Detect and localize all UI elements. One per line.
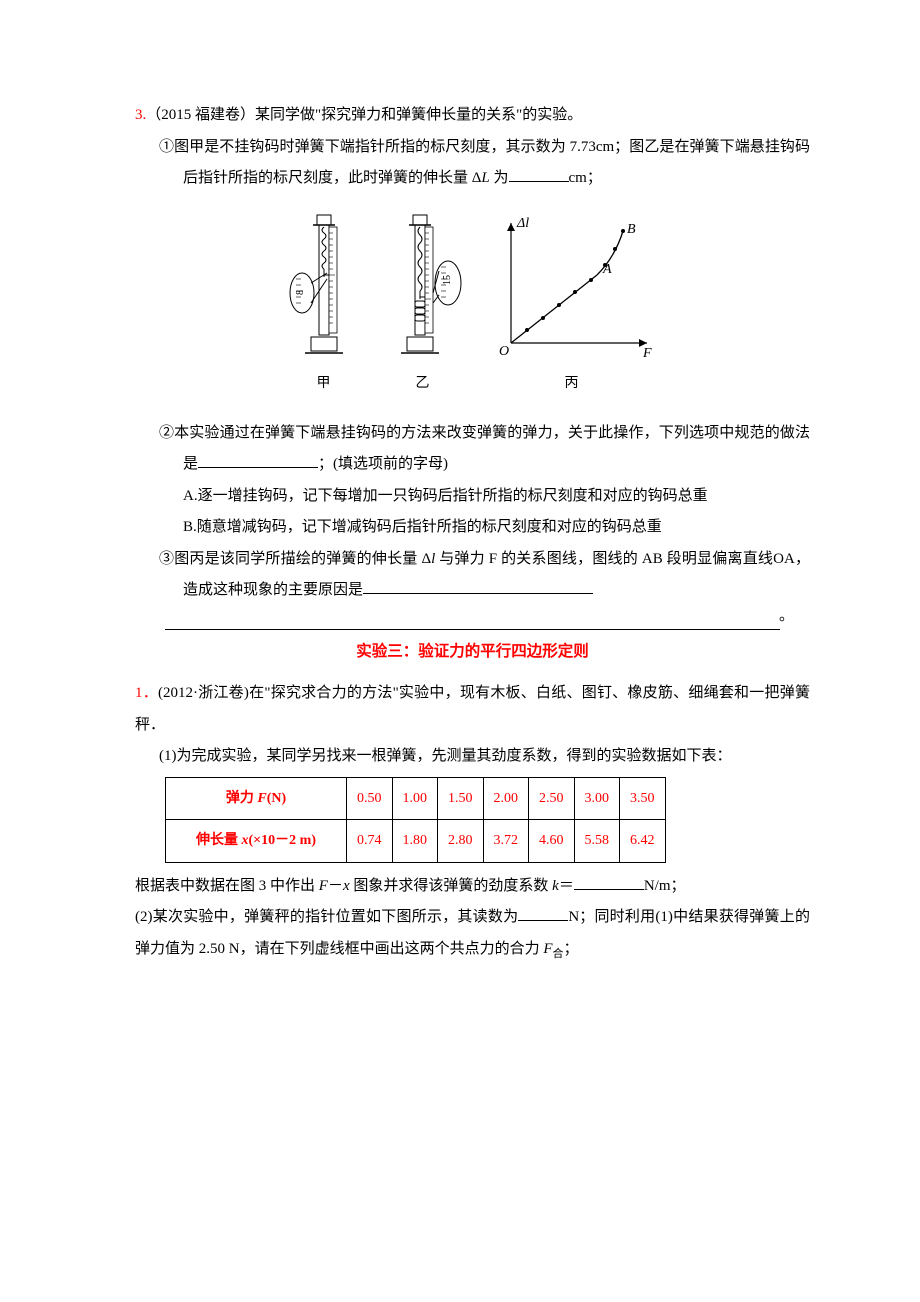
th1-f: F [257, 791, 266, 806]
q3-part3: ③图丙是该同学所描绘的弹簧的伸长量 Δl 与弹力 F 的关系图线，图线的 AB … [135, 544, 810, 607]
q3-part1-delta: L [481, 170, 489, 186]
graph-point-a: A [602, 262, 612, 277]
q1-at-e: 图象并求得该弹簧的劲度系数 [350, 878, 553, 894]
q3-part1-tail: 为 [490, 170, 509, 186]
fig-a-label: 甲 [317, 369, 331, 398]
graph-y-label: Δl [516, 216, 529, 231]
table-cell: 2.00 [483, 777, 529, 819]
q1-at-c: － [328, 878, 343, 894]
th2-x: x [242, 833, 249, 848]
table-row: 伸长量 x(×10－2 m) 0.74 1.80 2.80 3.72 4.60 … [166, 820, 666, 862]
q1-after-table: 根据表中数据在图 3 中作出 F－x 图象并求得该弹簧的劲度系数 k＝ N/m； [135, 871, 810, 903]
table-cell: 1.50 [438, 777, 484, 819]
table-header-extension: 伸长量 x(×10－2 m) [166, 820, 347, 862]
fig-b-label: 乙 [416, 369, 430, 398]
q3-stem: 3.（2015 福建卷）某同学做"探究弹力和弹簧伸长量的关系"的实验。 [135, 100, 810, 132]
q1-data-table: 弹力 F(N) 0.50 1.00 1.50 2.00 2.50 3.00 3.… [165, 777, 666, 863]
q3-source: （2015 福建卷） [146, 107, 255, 123]
q1-number: 1． [135, 685, 158, 701]
q3-blank-3 [363, 578, 593, 594]
table-row: 弹力 F(N) 0.50 1.00 1.50 2.00 2.50 3.00 3.… [166, 777, 666, 819]
q3-fig-a: 8 甲 [289, 213, 359, 398]
document-page: 3.（2015 福建卷）某同学做"探究弹力和弹簧伸长量的关系"的实验。 ①图甲是… [0, 0, 920, 1026]
q3-number: 3. [135, 107, 146, 123]
q1-stem: 1．(2012·浙江卷)在"探究求合力的方法"实验中，现有木板、白纸、图钉、橡皮… [135, 678, 810, 741]
q3-part3-a: ③图丙是该同学所描绘的弹簧的伸长量 Δ [159, 551, 431, 567]
table-cell: 6.42 [620, 820, 666, 862]
q3-fig-b: 15 乙 [383, 213, 463, 398]
q3-fig-c: Δl F O A B 丙 [487, 213, 657, 398]
graph-dl-f: Δl F O A B [487, 213, 657, 363]
table-cell: 0.74 [347, 820, 393, 862]
th1-a: 弹力 [226, 791, 258, 806]
q3-part1: ①图甲是不挂钩码时弹簧下端指针所指的标尺刻度，其示数为 7.73cm；图乙是在弹… [135, 132, 810, 195]
table-cell: 1.00 [392, 777, 438, 819]
table-cell: 2.80 [438, 820, 484, 862]
q3-stem-text: 某同学做"探究弹力和弹簧伸长量的关系"的实验。 [255, 107, 582, 123]
q3-blank-4 [165, 611, 780, 630]
q1-at-b: F [319, 878, 328, 894]
table-cell: 1.80 [392, 820, 438, 862]
q1-at-a: 根据表中数据在图 3 中作出 [135, 878, 319, 894]
q1-source: (2012·浙江卷) [158, 685, 249, 701]
q3-part2-tail: ；(填选项前的字母) [318, 456, 448, 472]
q1-at-d: x [343, 878, 350, 894]
ruler-a-label: 8 [295, 290, 306, 295]
th2-a: 伸长量 [196, 833, 242, 848]
q1-at-f: k [552, 878, 559, 894]
table-cell: 2.50 [529, 777, 575, 819]
graph-point-b: B [627, 222, 636, 237]
q1-blank-k [574, 874, 644, 890]
th2-b: (×10－2 m) [249, 833, 316, 848]
fig-c-label: 丙 [565, 369, 579, 398]
spring-apparatus-b: 15 [383, 213, 463, 363]
q1-p2-sub: 合 [553, 948, 564, 960]
q3-part2: ②本实验通过在弹簧下端悬挂钩码的方法来改变弹簧的弹力，关于此操作，下列选项中规范… [135, 418, 810, 481]
q1-p2-c: F [543, 941, 552, 957]
table-cell: 3.50 [620, 777, 666, 819]
table-cell: 4.60 [529, 820, 575, 862]
q1-p1: (1)为完成实验，某同学另找来一根弹簧，先测量其劲度系数，得到的实验数据如下表： [135, 741, 810, 773]
q1-p2-tail: ； [564, 941, 579, 957]
table-cell: 3.72 [483, 820, 529, 862]
spring-apparatus-a: 8 [289, 213, 359, 363]
table-cell: 0.50 [347, 777, 393, 819]
q3-option-a: A.逐一增挂钩码，记下每增加一只钩码后指针所指的标尺刻度和对应的钩码总重 [135, 481, 810, 513]
th1-b: (N) [267, 791, 286, 806]
graph-origin-label: O [499, 344, 509, 359]
q1-at-g: ＝ [559, 878, 574, 894]
q3-part1-unit: cm； [569, 170, 602, 186]
q1-at-unit: N/m； [644, 878, 686, 894]
graph-x-label: F [642, 346, 652, 361]
table-cell: 5.58 [574, 820, 620, 862]
q1-p2: (2)某次实验中，弹簧秤的指针位置如下图所示，其读数为N；同时利用(1)中结果获… [135, 902, 810, 966]
table-cell: 3.00 [574, 777, 620, 819]
q1-blank-reading [518, 905, 568, 921]
table-header-force: 弹力 F(N) [166, 777, 347, 819]
q3-option-b: B.随意增减钩码，记下增减钩码后指针所指的标尺刻度和对应的钩码总重 [135, 512, 810, 544]
ruler-b-label: 15 [442, 275, 453, 285]
q3-blank-1 [509, 166, 569, 182]
q1-p2-a: (2)某次实验中，弹簧秤的指针位置如下图所示，其读数为 [135, 909, 518, 925]
section-title: 实验三：验证力的平行四边形定则 [135, 636, 810, 669]
q3-figures: 8 甲 [135, 213, 810, 398]
q3-blank-2 [198, 452, 318, 468]
